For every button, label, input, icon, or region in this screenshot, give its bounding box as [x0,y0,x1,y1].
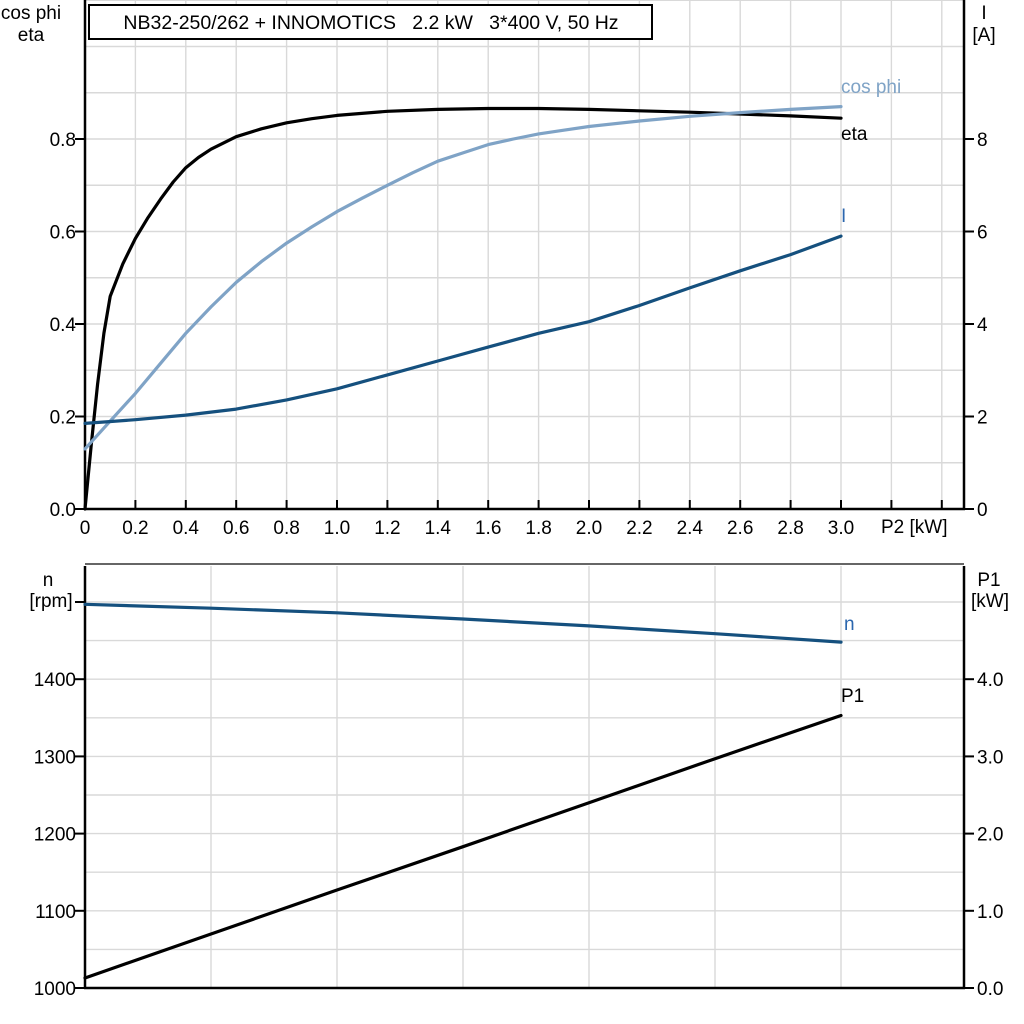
bottom-right-axis-header-line1: P1 [977,570,1000,591]
bottom-right-axis-header-line2: [kW] [971,591,1009,612]
axes-layer: 0.0 0.2 0.4 0.6 0.8 0 2 4 6 8 0 0.2 0.4 0.6 0.8 1.0 1.2 1… [34,0,1003,1000]
x-tick-label: 1.0 [324,518,350,539]
top-right-axis-header: I [A] [972,3,995,46]
right-tick-label: 0.0 [977,979,1003,1000]
x-tick-label: 3.0 [828,518,854,539]
x-tick-label: 2.2 [626,518,652,539]
x-tick-label: 0.4 [173,518,200,539]
cos-phi-curve-label: cos phi [841,77,901,98]
x-tick-label: 2.4 [677,518,704,539]
top-right-axis-header-line2: [A] [972,25,995,46]
right-tick-label: 4.0 [977,670,1003,691]
x-tick-label: 1.4 [425,518,452,539]
right-tick-label: 3.0 [977,747,1003,768]
x-tick-label: 0.8 [273,518,299,539]
top-chart-curves [83,104,843,511]
right-tick-label: 2 [977,408,988,429]
grid-layer [85,0,964,988]
top-right-axis-header-line1: I [981,3,986,24]
left-tick-label: 0.8 [50,130,76,151]
right-tick-label: 0 [977,500,988,521]
right-tick-label: 2.0 [977,825,1003,846]
current-curve-label: I [841,206,846,227]
eta-curve [83,106,843,511]
left-tick-label: 0.4 [50,315,77,336]
left-tick-label: 0.2 [50,408,76,429]
x-tick-label: 1.6 [475,518,501,539]
p1-curve-label: P1 [841,686,864,707]
left-tick-label: 1300 [34,747,76,768]
cos-phi-curve [83,104,843,451]
n-curve [83,602,843,644]
x-tick-label: 0.2 [122,518,148,539]
I-curve [83,234,843,425]
x-tick-label: 2.8 [777,518,803,539]
x-tick-label: 1.2 [374,518,400,539]
left-tick-label: 1100 [35,902,76,923]
bottom-left-axis-header: n [rpm] [29,570,72,612]
bottom-chart-curves [83,602,843,980]
bottom-left-axis-header-line1: n [43,570,54,591]
left-tick-label: 0.0 [50,500,76,521]
right-tick-label: 6 [977,223,988,244]
right-tick-label: 8 [977,130,988,151]
top-chart-grid [85,0,964,509]
bottom-chart-grid [85,566,964,988]
left-tick-label: 1200 [34,825,76,846]
bottom-left-axis-header-line2: [rpm] [29,591,72,612]
top-left-axis-header-line2: eta [18,25,45,46]
left-tick-label: 1400 [34,670,76,691]
chart-title: NB32-250/262 + INNOMOTICS 2.2 kW 3*400 V… [123,12,618,34]
bottom-chart-axes: 1000 1100 1200 1300 1400 0.0 1.0 2.0 3.0 4.0 [34,563,1003,1000]
x-tick-label: 2.0 [576,518,602,539]
bottom-right-axis-header: P1 [kW] [971,570,1009,612]
title-box: NB32-250/262 + INNOMOTICS 2.2 kW 3*400 V… [88,4,653,40]
right-tick-label: 1.0 [977,902,1003,923]
top-left-axis-header: cos phi eta [1,3,61,46]
left-tick-label: 1000 [34,979,76,1000]
curves-layer [83,104,843,980]
x-tick-label: 0.6 [223,518,249,539]
x-tick-label: 2.6 [727,518,753,539]
left-tick-label: 0.6 [50,223,76,244]
x-tick-label: 0 [80,518,91,539]
speed-curve-label: n [844,614,855,635]
x-tick-label: 1.8 [525,518,551,539]
top-left-axis-header-line1: cos phi [1,3,61,24]
P1-curve [83,713,843,980]
x-axis-label: P2 [kW] [881,517,948,538]
right-tick-label: 4 [977,315,988,336]
title-box-frame [88,4,653,40]
eta-curve-label: eta [841,124,868,145]
